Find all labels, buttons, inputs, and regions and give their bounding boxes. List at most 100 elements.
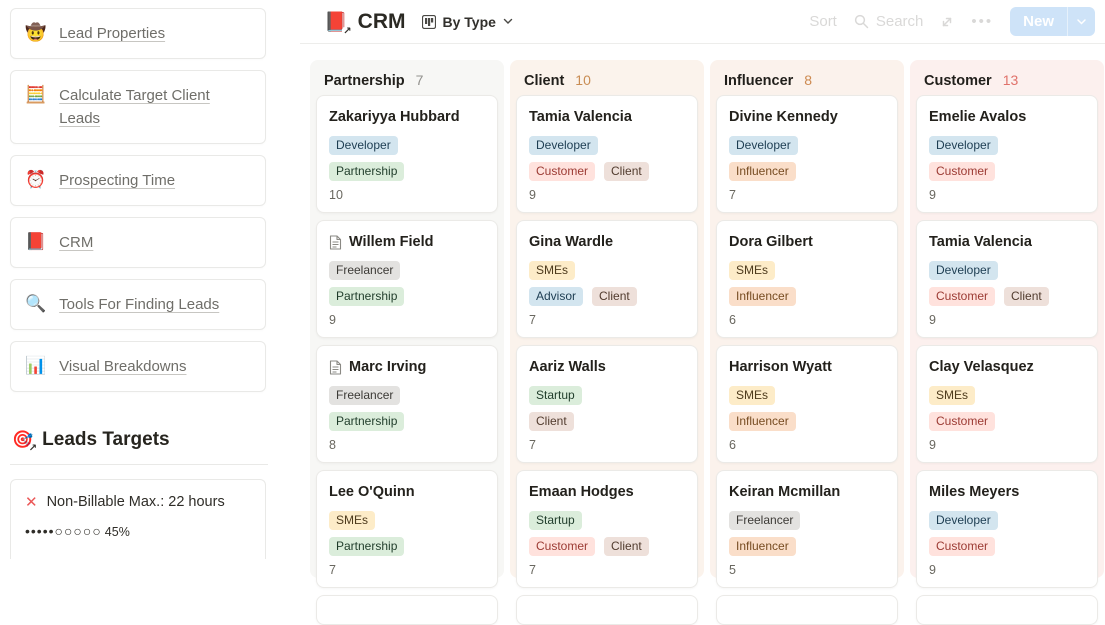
column-header[interactable]: Client 10	[514, 64, 700, 95]
board-card-partial[interactable]	[316, 595, 498, 625]
board-column-customer: Customer 13 Emelie Avalos Developer Custo…	[910, 60, 1104, 625]
card-value: 7	[529, 563, 536, 577]
sidebar: 🤠 Lead Properties 🧮 Calculate Target Cli…	[0, 0, 282, 559]
card-tags: SMEs Customer	[929, 386, 1085, 431]
card-tags: Startup Client	[529, 386, 685, 431]
board-card[interactable]: Willem Field Freelancer Partnership 9	[316, 220, 498, 338]
column-cards: Emelie Avalos Developer Customer 9 Tamia …	[914, 95, 1100, 625]
board-card[interactable]: Emaan Hodges Startup Customer Client 7	[516, 470, 698, 588]
page-title: CRM	[357, 9, 406, 33]
search-icon	[854, 14, 869, 29]
card-title: Clay Velasquez	[929, 359, 1034, 375]
card-title: Divine Kennedy	[729, 109, 838, 125]
tag-customer: Customer	[929, 162, 996, 181]
new-dropdown-chevron[interactable]	[1067, 7, 1095, 36]
tag-freelancer: Freelancer	[729, 511, 801, 530]
column-header[interactable]: Customer 13	[914, 64, 1100, 95]
more-options-button[interactable]: •••	[971, 13, 994, 30]
column-header[interactable]: Influencer 8	[714, 64, 900, 95]
tag-smes: SMEs	[329, 511, 376, 530]
view-selector-by-type[interactable]: By Type	[421, 14, 513, 30]
tag-developer: Developer	[929, 136, 998, 155]
board-card[interactable]: Marc Irving Freelancer Partnership 8	[316, 345, 498, 463]
sidebar-divider	[10, 464, 268, 465]
board-card[interactable]: Emelie Avalos Developer Customer 9	[916, 95, 1098, 213]
board-card[interactable]: Lee O'Quinn SMEs Partnership 7	[316, 470, 498, 588]
board-card[interactable]: Zakariyya Hubbard Developer Partnership 1…	[316, 95, 498, 213]
tag-freelancer: Freelancer	[329, 386, 401, 405]
card-title: Zakariyya Hubbard	[329, 109, 460, 125]
board-card[interactable]: Tamia Valencia Developer Customer Client 9	[516, 95, 698, 213]
board-card[interactable]: Clay Velasquez SMEs Customer 9	[916, 345, 1098, 463]
tag-influencer: Influencer	[729, 162, 796, 181]
tag-customer: Customer	[929, 412, 996, 431]
board-card[interactable]: Gina Wardle SMEs Advisor Client 7	[516, 220, 698, 338]
sidebar-item-link[interactable]: CRM	[59, 234, 94, 251]
board-card[interactable]: Divine Kennedy Developer Influencer 7	[716, 95, 898, 213]
sidebar-item[interactable]: 🤠 Lead Properties	[10, 8, 266, 59]
tag-smes: SMEs	[729, 261, 776, 280]
card-value: 9	[929, 188, 936, 202]
tag-row: Freelancer	[329, 386, 485, 405]
tag-client: Client	[604, 162, 649, 181]
sidebar-item[interactable]: ⏰ Prospecting Time	[10, 155, 266, 206]
card-title: Tamia Valencia	[929, 234, 1032, 250]
board-card[interactable]: Dora Gilbert SMEs Influencer 6	[716, 220, 898, 338]
card-tags: SMEs Advisor Client	[529, 261, 685, 306]
board-column-partnership: Partnership 7 Zakariyya Hubbard Develope…	[310, 60, 504, 625]
tag-row: Startup	[529, 386, 685, 405]
board-card[interactable]: Harrison Wyatt SMEs Influencer 6	[716, 345, 898, 463]
page-icon	[329, 234, 342, 250]
sidebar-item-link[interactable]: Prospecting Time	[59, 172, 176, 189]
sidebar-item[interactable]: 🧮 Calculate Target Client Leads	[10, 70, 266, 144]
sidebar-item[interactable]: 🔍 Tools For Finding Leads	[10, 279, 266, 330]
sidebar-item-link[interactable]: Lead Properties	[59, 25, 166, 42]
sidebar-item[interactable]: 📊 Visual Breakdowns	[10, 341, 266, 392]
tag-partnership: Partnership	[329, 537, 405, 556]
tag-row: Developer	[729, 136, 885, 155]
board-card-partial[interactable]	[516, 595, 698, 625]
new-button[interactable]: New	[1010, 7, 1095, 36]
non-billable-card[interactable]: ✕ Non-Billable Max.: 22 hours •••••○○○○○…	[10, 479, 266, 559]
leads-targets-heading: 🎯 ↗ Leads Targets	[12, 429, 282, 454]
tag-row: Partnership	[329, 412, 485, 431]
board-card-partial[interactable]	[916, 595, 1098, 625]
board-card[interactable]: Miles Meyers Developer Customer 9	[916, 470, 1098, 588]
card-tags: Freelancer Influencer	[729, 511, 885, 556]
expand-icon[interactable]	[940, 15, 954, 29]
sidebar-item[interactable]: 📕 CRM	[10, 217, 266, 268]
tag-row: Customer	[929, 412, 1085, 431]
tag-row: Influencer	[729, 537, 885, 556]
tag-row: Partnership	[329, 537, 485, 556]
tag-startup: Startup	[529, 511, 582, 530]
card-tags: Developer Customer Client	[929, 261, 1085, 306]
sort-button[interactable]: Sort	[809, 13, 837, 30]
column-header[interactable]: Partnership 7	[314, 64, 500, 95]
bar-chart-emoji-icon: 📊	[25, 356, 47, 375]
card-title: Aariz Walls	[529, 359, 606, 375]
card-title: Keiran Mcmillan	[729, 484, 841, 500]
tag-developer: Developer	[729, 136, 798, 155]
progress-percent: 45%	[104, 525, 130, 539]
tag-developer: Developer	[529, 136, 598, 155]
card-value: 7	[529, 313, 536, 327]
card-tags: Developer Customer	[929, 511, 1085, 556]
tag-influencer: Influencer	[729, 412, 796, 431]
tag-row: Influencer	[729, 162, 885, 181]
board-card[interactable]: Tamia Valencia Developer Customer Client 9	[916, 220, 1098, 338]
tag-client: Client	[529, 412, 574, 431]
sidebar-item-link[interactable]: Tools For Finding Leads	[59, 296, 220, 313]
board-card-partial[interactable]	[716, 595, 898, 625]
sidebar-item-link[interactable]: Calculate Target Client Leads	[59, 87, 210, 127]
tag-customer: Customer	[529, 537, 596, 556]
column-count: 7	[415, 72, 424, 88]
search-button[interactable]: Search	[854, 13, 923, 30]
card-tags: Developer Customer	[929, 136, 1085, 181]
tag-row: SMEs	[929, 386, 1085, 405]
tag-smes: SMEs	[529, 261, 576, 280]
board-card[interactable]: Aariz Walls Startup Client 7	[516, 345, 698, 463]
sidebar-item-link[interactable]: Visual Breakdowns	[59, 358, 187, 375]
column-cards: Divine Kennedy Developer Influencer 7 Dor…	[714, 95, 900, 625]
card-title: Tamia Valencia	[529, 109, 632, 125]
board-card[interactable]: Keiran Mcmillan Freelancer Influencer 5	[716, 470, 898, 588]
